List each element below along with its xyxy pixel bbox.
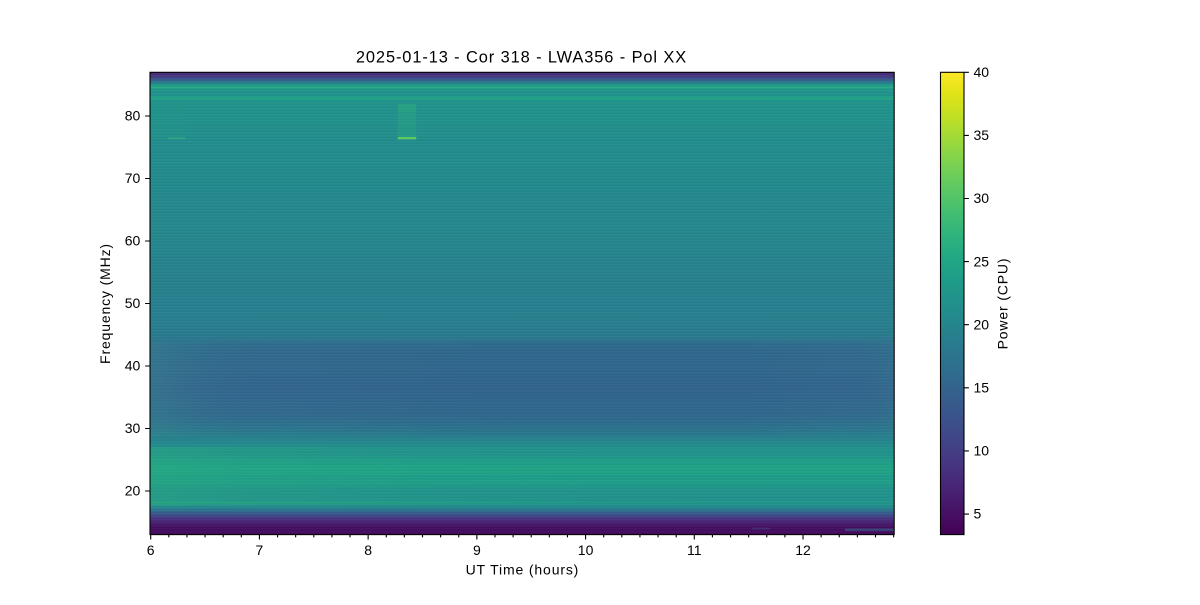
- svg-text:80: 80: [125, 108, 141, 124]
- svg-text:Frequency (MHz): Frequency (MHz): [97, 243, 113, 364]
- svg-text:10: 10: [578, 542, 594, 558]
- svg-text:UT Time (hours): UT Time (hours): [466, 561, 580, 577]
- svg-text:70: 70: [125, 170, 141, 186]
- svg-text:30: 30: [125, 420, 141, 436]
- svg-text:5: 5: [974, 506, 982, 522]
- svg-text:8: 8: [364, 542, 372, 558]
- svg-text:6: 6: [147, 542, 155, 558]
- svg-text:20: 20: [974, 316, 990, 332]
- svg-text:25: 25: [974, 253, 990, 269]
- svg-text:11: 11: [687, 542, 702, 558]
- svg-text:Power (CPU): Power (CPU): [995, 258, 1011, 350]
- svg-text:40: 40: [974, 64, 990, 80]
- svg-text:60: 60: [125, 233, 141, 249]
- svg-text:10: 10: [974, 443, 990, 459]
- svg-text:30: 30: [974, 190, 990, 206]
- svg-text:15: 15: [974, 380, 990, 396]
- svg-text:50: 50: [125, 295, 141, 311]
- svg-text:9: 9: [473, 542, 481, 558]
- svg-text:35: 35: [974, 127, 990, 143]
- svg-text:12: 12: [795, 542, 811, 558]
- svg-text:7: 7: [256, 542, 264, 558]
- svg-text:40: 40: [125, 358, 141, 374]
- svg-text:20: 20: [125, 483, 141, 499]
- svg-text:2025-01-13 - Cor 318 - LWA356: 2025-01-13 - Cor 318 - LWA356 - Pol XX: [356, 49, 687, 67]
